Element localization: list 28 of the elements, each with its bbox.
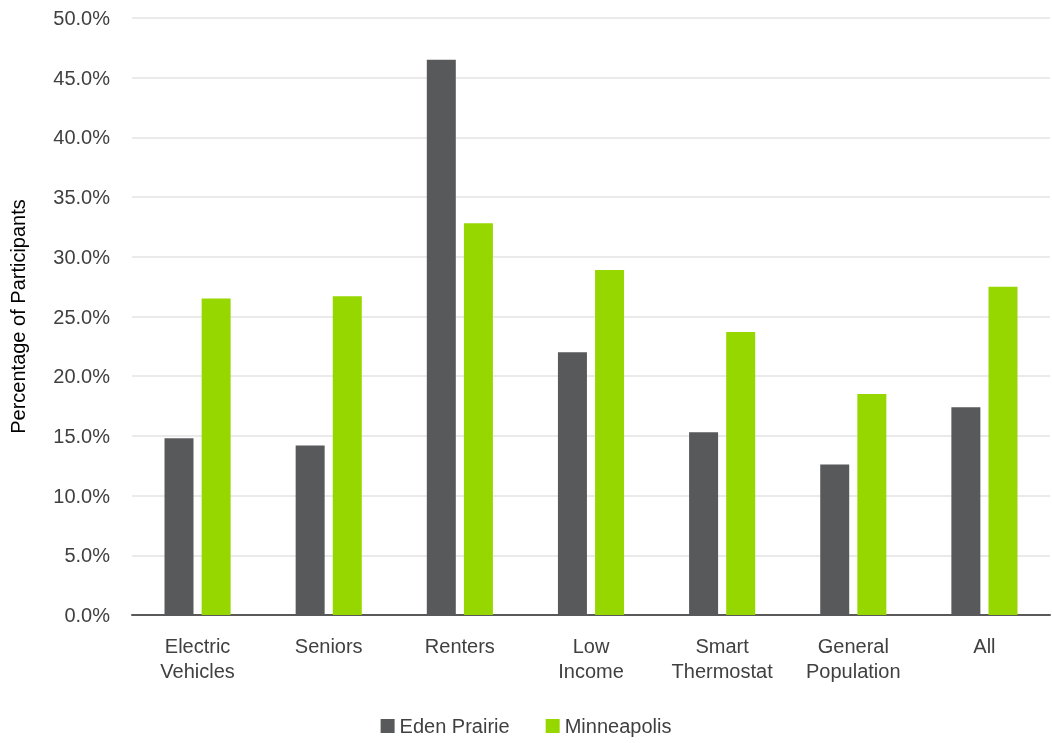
bar: [201, 298, 231, 615]
bar: [726, 332, 756, 615]
bar: [595, 269, 625, 615]
y-tick-label: 10.0%: [53, 484, 111, 507]
x-tick-label: Seniors: [294, 634, 363, 657]
y-tick-label: 0.0%: [64, 604, 111, 626]
x-tick-label: Renters: [424, 634, 495, 657]
bar: [463, 223, 493, 615]
bar: [857, 394, 887, 615]
y-tick-label: 20.0%: [53, 365, 111, 388]
y-tick-label: 40.0%: [53, 126, 111, 149]
bar: [988, 286, 1018, 615]
x-tick-label: Low Income: [558, 634, 624, 682]
legend-label: Minneapolis: [564, 715, 672, 737]
y-tick-label: 45.0%: [53, 66, 111, 89]
y-tick-label: 25.0%: [53, 305, 111, 328]
x-tick-label: General Population: [806, 634, 901, 682]
x-tick-label: Electric Vehicles: [160, 634, 235, 682]
legend-label: Eden Prairie: [399, 715, 510, 737]
y-tick-label: 15.0%: [53, 424, 111, 447]
x-tick-label: Smart Thermostat: [671, 634, 774, 682]
y-tick-label: 30.0%: [53, 245, 111, 268]
x-tick-label: All: [973, 634, 996, 657]
y-tick-label: 5.0%: [64, 544, 111, 567]
y-tick-label: 35.0%: [53, 186, 111, 209]
y-tick-label: 50.0%: [53, 7, 111, 29]
y-axis-title: Percentage of Participants: [7, 199, 29, 434]
bar: [332, 296, 362, 615]
